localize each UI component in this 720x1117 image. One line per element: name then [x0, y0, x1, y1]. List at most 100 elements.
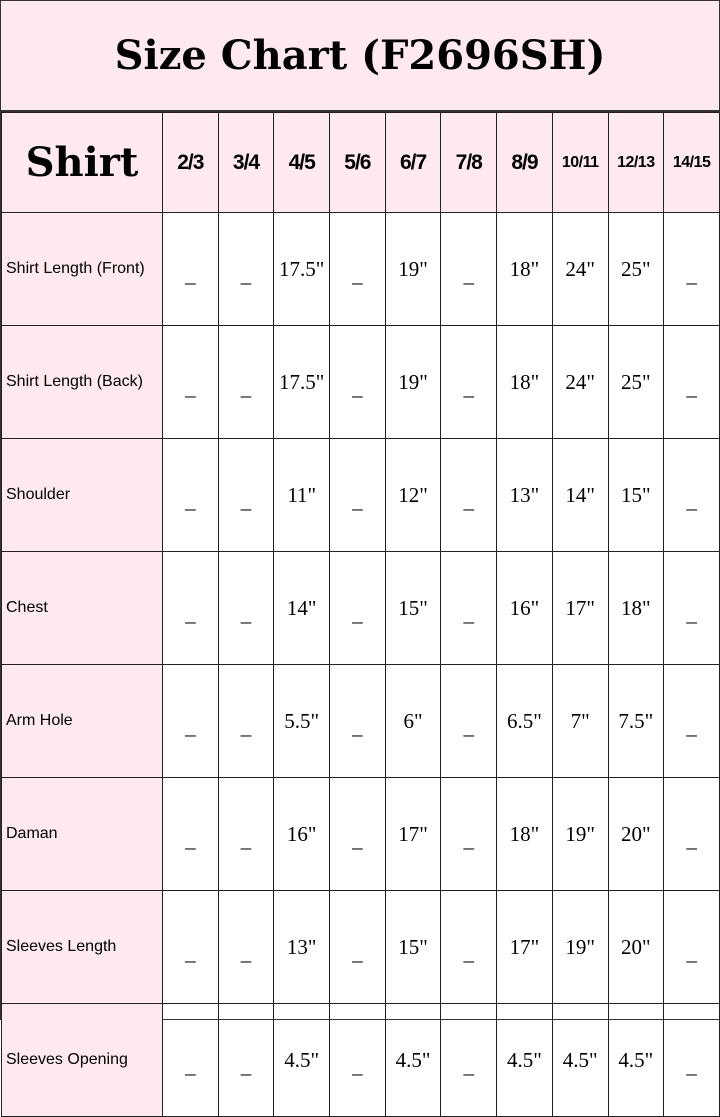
measurement-value: 11" — [273, 438, 331, 552]
measurement-label: Chest — [1, 551, 163, 665]
measurement-value: 18" — [496, 212, 553, 326]
size-header: 12/13 — [607, 112, 665, 213]
measurement-value: 17" — [496, 890, 553, 1004]
measurement-value: _ — [663, 325, 720, 439]
measurement-value: 4.5" — [496, 1003, 553, 1117]
page-title: Size Chart (F2696SH) — [1, 1, 719, 112]
measurement-value: 13" — [496, 438, 553, 552]
measurement-value: _ — [217, 438, 275, 552]
measurement-value: _ — [162, 890, 219, 1004]
measurement-value: 24" — [551, 325, 609, 439]
measurement-value: 19" — [384, 325, 442, 439]
measurement-value: _ — [663, 777, 720, 891]
size-header: 2/3 — [162, 112, 219, 213]
measurement-label: Shoulder — [1, 438, 163, 552]
header-row: Shirt 2/3 3/4 4/5 5/6 6/7 7/8 8/9 10/11 12/13 14/… — [1, 112, 720, 213]
measurement-value: _ — [162, 777, 219, 891]
table-row: Sleeves Length _ _ 13" _ 15" _ 17" 19" 20" _ — [1, 890, 720, 1004]
measurement-value: _ — [663, 1003, 720, 1117]
size-header: 4/5 — [273, 112, 331, 213]
measurement-value: _ — [162, 438, 219, 552]
measurement-value: 24" — [551, 212, 609, 326]
measurement-value: 25" — [607, 212, 665, 326]
measurement-value: _ — [440, 777, 498, 891]
measurement-value: _ — [663, 438, 720, 552]
measurement-value: _ — [663, 890, 720, 1004]
measurement-value: _ — [162, 212, 219, 326]
measurement-value: 12" — [384, 438, 442, 552]
measurement-value: 5.5" — [273, 664, 331, 778]
measurement-value: 16" — [273, 777, 331, 891]
measurement-value: _ — [217, 212, 275, 326]
measurement-value: 15" — [607, 438, 665, 552]
measurement-label: Daman — [1, 777, 163, 891]
measurement-value: 4.5" — [551, 1003, 609, 1117]
size-header: 8/9 — [496, 112, 553, 213]
size-header: 5/6 — [329, 112, 386, 213]
measurement-value: _ — [440, 1003, 498, 1117]
measurement-value: 17" — [384, 777, 442, 891]
measurement-value: _ — [329, 777, 386, 891]
measurement-value: _ — [329, 212, 386, 326]
table-row: Shirt Length (Front) _ _ 17.5" _ 19" _ 18" 24" 25… — [1, 212, 720, 326]
measurement-label: Arm Hole — [1, 664, 163, 778]
measurement-value: _ — [217, 777, 275, 891]
measurement-value: 4.5" — [607, 1003, 665, 1117]
table-row: Shoulder _ _ 11" _ 12" _ 13" 14" 15" _ — [1, 438, 720, 552]
size-header: 6/7 — [384, 112, 442, 213]
measurement-value: 13" — [273, 890, 331, 1004]
table-row: Shirt Length (Back) _ _ 17.5" _ 19" _ 18" 24" 25"… — [1, 325, 720, 439]
measurement-value: 19" — [384, 212, 442, 326]
measurement-label: Sleeves Length — [1, 890, 163, 1004]
measurement-value: 20" — [607, 777, 665, 891]
measurement-value: 17" — [551, 551, 609, 665]
measurement-value: _ — [440, 551, 498, 665]
measurement-value: 17.5" — [273, 325, 331, 439]
size-header: 10/11 — [551, 112, 609, 213]
table-row: Daman _ _ 16" _ 17" _ 18" 19" 20" _ — [1, 777, 720, 891]
measurement-value: _ — [217, 1003, 275, 1117]
measurement-value: _ — [329, 664, 386, 778]
measurement-value: 20" — [607, 890, 665, 1004]
measurement-value: _ — [217, 551, 275, 665]
measurement-value: _ — [329, 1003, 386, 1117]
size-table: Shirt 2/3 3/4 4/5 5/6 6/7 7/8 8/9 10/11 12/13 14/… — [1, 112, 720, 1117]
size-header: 7/8 — [440, 112, 498, 213]
measurement-value: _ — [162, 325, 219, 439]
measurement-value: _ — [663, 551, 720, 665]
measurement-value: 6" — [384, 664, 442, 778]
measurement-value: _ — [663, 664, 720, 778]
measurement-value: 14" — [273, 551, 331, 665]
table-row: Chest _ _ 14" _ 15" _ 16" 17" 18" _ — [1, 551, 720, 665]
measurement-value: 6.5" — [496, 664, 553, 778]
measurement-value: 15" — [384, 890, 442, 1004]
measurement-value: _ — [440, 664, 498, 778]
measurement-value: 19" — [551, 890, 609, 1004]
measurement-value: 15" — [384, 551, 442, 665]
measurement-value: _ — [162, 664, 219, 778]
measurement-value: 19" — [551, 777, 609, 891]
measurement-value: 18" — [496, 777, 553, 891]
measurement-label: Shirt Length (Back) — [1, 325, 163, 439]
measurement-value: 7.5" — [607, 664, 665, 778]
measurement-value: _ — [329, 890, 386, 1004]
table-row: Arm Hole _ _ 5.5" _ 6" _ 6.5" 7" 7.5" _ — [1, 664, 720, 778]
measurement-value: _ — [440, 438, 498, 552]
measurement-value: _ — [217, 325, 275, 439]
measurement-value: _ — [440, 212, 498, 326]
measurement-value: _ — [440, 890, 498, 1004]
measurement-value: _ — [329, 325, 386, 439]
measurement-value: 17.5" — [273, 212, 331, 326]
measurement-label: Shirt Length (Front) — [1, 212, 163, 326]
measurement-value: _ — [162, 1003, 219, 1117]
measurement-label: Sleeves Opening — [1, 1003, 163, 1117]
measurement-value: _ — [329, 438, 386, 552]
size-header: 3/4 — [217, 112, 275, 213]
measurement-value: _ — [329, 551, 386, 665]
measurement-value: 25" — [607, 325, 665, 439]
measurement-value: 4.5" — [273, 1003, 331, 1117]
measurement-value: _ — [440, 325, 498, 439]
table-row: Sleeves Opening _ _ 4.5" _ 4.5" _ 4.5" 4.5" 4.5" _ — [1, 1003, 720, 1117]
corner-label: Shirt — [1, 112, 163, 213]
